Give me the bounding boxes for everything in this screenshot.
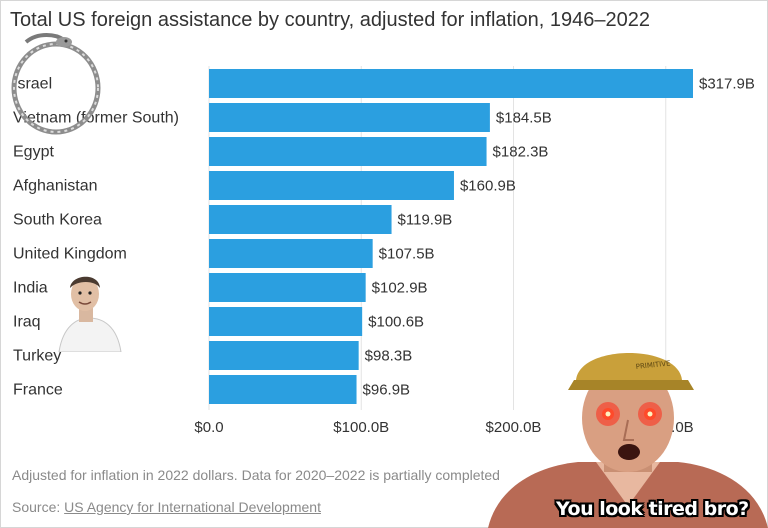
value-label: $100.6B	[368, 314, 424, 331]
bar[interactable]	[209, 273, 366, 302]
bar[interactable]	[209, 375, 357, 404]
value-label: $102.9B	[372, 280, 428, 297]
value-label: $317.9B	[699, 76, 755, 93]
value-label: $160.9B	[460, 178, 516, 195]
source-prefix: Source:	[12, 499, 65, 515]
category-label: Egypt	[13, 144, 54, 161]
category-label: Israel	[13, 76, 52, 93]
value-label: $98.3B	[365, 348, 413, 365]
x-tick-label: $200.0B	[486, 419, 542, 436]
source-link[interactable]: US Agency for International Development	[64, 499, 321, 515]
footnote: Adjusted for inflation in 2022 dollars. …	[12, 467, 500, 483]
bar[interactable]	[209, 239, 373, 268]
snake-sticker-icon	[11, 33, 101, 135]
hat-text: PRIMITIVE	[635, 359, 670, 371]
value-labels: $317.9B $184.5B $182.3B $160.9B $119.9B $107.…	[363, 76, 755, 399]
category-label: Iraq	[13, 314, 41, 331]
value-label: $182.3B	[493, 144, 549, 161]
chart-title: Total US foreign assistance by country, …	[10, 9, 651, 31]
category-label: Afghanistan	[13, 178, 98, 195]
category-label: Vietnam (former South)	[13, 110, 179, 127]
value-label: $184.5B	[496, 110, 552, 127]
bar[interactable]	[209, 137, 487, 166]
bar[interactable]	[209, 205, 392, 234]
bar[interactable]	[209, 341, 359, 370]
category-label: United Kingdom	[13, 246, 127, 263]
category-label: South Korea	[13, 212, 102, 229]
value-label: $107.5B	[379, 246, 435, 263]
bars	[209, 69, 693, 404]
value-label: $96.9B	[363, 382, 411, 399]
x-tick-label: $100.0B	[333, 419, 389, 436]
value-label: $119.9B	[398, 212, 453, 229]
category-label: Turkey	[13, 348, 61, 365]
bar[interactable]	[209, 103, 490, 132]
meme-caption: You look tired bro?	[556, 498, 749, 520]
category-label: India	[13, 280, 48, 297]
category-labels: Israel Vietnam (former South) Egypt Afghani…	[13, 76, 179, 399]
bar[interactable]	[209, 69, 693, 98]
x-tick-label: $0.0	[194, 419, 223, 436]
meme-man-sticker-icon: PRIMITIVE	[488, 353, 768, 528]
source-line: Source: US Agency for International Deve…	[12, 499, 321, 515]
bar[interactable]	[209, 307, 363, 336]
bar[interactable]	[209, 171, 454, 200]
man-sticker-icon	[58, 276, 122, 352]
category-label: France	[13, 382, 63, 399]
